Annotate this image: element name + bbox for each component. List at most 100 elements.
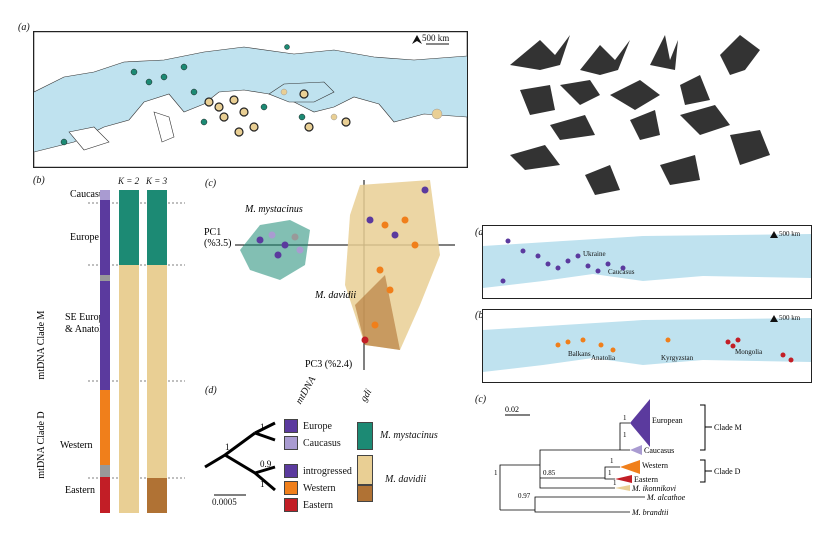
species2-label: M. davidii — [314, 290, 356, 301]
swatch-eastern — [284, 498, 298, 512]
pca-points — [256, 186, 429, 344]
bat-icon — [680, 105, 730, 135]
tree-d-legend: Europe Caucasus introgressed Western Eas… — [284, 419, 352, 512]
bat-silhouettes — [510, 35, 770, 195]
swatch-western — [284, 481, 298, 495]
swatch-caucasus — [284, 436, 298, 450]
row-caucasus: Caucasus — [70, 189, 108, 200]
tree-c-support-3: 1 — [610, 457, 614, 465]
small-map-b-label-kyrgyzstan: Kyrgyzstan — [661, 354, 694, 362]
row-eastern: Eastern — [65, 485, 95, 496]
tree-c-tip-caucasus: Caucasus — [644, 446, 674, 455]
tree-c-clade-d: Clade D — [714, 467, 741, 476]
small-panel-label-b: (b) — [475, 310, 487, 321]
pc3-label: PC3 (%2.4) — [305, 359, 352, 370]
tree-c-support-1: 1 — [623, 414, 627, 422]
tree-d-support-2: 0.9 — [260, 459, 272, 469]
row-europe: Europe — [70, 232, 99, 243]
pc1-label: PC1 — [204, 227, 221, 238]
north-arrow-icon — [770, 315, 778, 322]
species1-label: M. mystacinus — [244, 204, 303, 215]
small-panel-label-a: (a) — [475, 227, 487, 238]
tree-c-support-4: 1 — [608, 469, 612, 477]
structure-plot: mtDNA Clade M mtDNA Clade D Caucasus Eur… — [36, 189, 185, 513]
tree-c-tip-western: Western — [642, 461, 668, 470]
small-map-b-scale: 500 km — [779, 314, 801, 322]
bat-icon — [510, 145, 560, 170]
bat-icon — [580, 40, 630, 75]
pc1-pct: (%3.5) — [204, 238, 232, 249]
small-map-a-label-caucasus: Caucasus — [608, 268, 635, 276]
tree-d-header-gdi: gdi — [358, 387, 375, 404]
panel-label-d: (d) — [205, 385, 217, 396]
bat-icon — [720, 35, 760, 75]
bat-icon — [680, 75, 710, 105]
main-map-scale: 500 km — [422, 33, 450, 43]
swatch-introgressed — [284, 464, 298, 478]
clade-d-label: mtDNA Clade D — [36, 411, 47, 478]
row-anatolia: & Anatolia — [65, 324, 110, 335]
tree-c-tip-eastern: Eastern — [634, 475, 658, 484]
legend-western: Western — [303, 482, 336, 494]
small-panel-label-c: (c) — [475, 394, 487, 405]
panel-label-b: (b) — [33, 175, 45, 186]
legend-europe: Europe — [303, 420, 332, 432]
panel-label-c: (c) — [205, 178, 217, 189]
gdi-swatch-mystacinus — [357, 422, 373, 450]
tree-c-support-7: 0.97 — [518, 492, 531, 500]
small-map-b: Balkans Anatolia Kyrgyzstan Mongolia 500… — [482, 309, 812, 383]
tree-c-support-2: 1 — [623, 431, 627, 439]
bat-icon — [660, 155, 700, 185]
gdi-swatch-davidii — [357, 455, 373, 485]
small-map-b-label-balkans: Balkans — [568, 350, 591, 358]
small-map-b-label-mongolia: Mongolia — [735, 348, 763, 356]
k3-label: K = 3 — [146, 176, 168, 186]
small-map-b-label-anatolia: Anatolia — [591, 354, 616, 362]
legend-eastern: Eastern — [303, 499, 333, 511]
tree-d: 1 1 0.9 1 — [204, 421, 276, 496]
tree-d-support-root: 1 — [225, 442, 230, 452]
bat-icon — [550, 115, 595, 140]
tree-c-tip-ikonnikovi: M. ikonnikovi — [631, 484, 676, 493]
panel-label-a: (a) — [18, 22, 30, 33]
tree-c-tip-european: European — [652, 416, 683, 425]
bat-icon — [650, 35, 678, 70]
tree-c-support-5: 0.85 — [543, 469, 556, 477]
tree-c-clade-m: Clade M — [714, 423, 742, 432]
tree-c-tip-alcathoe: M. alcathoe — [646, 493, 686, 502]
swatch-europe — [284, 419, 298, 433]
small-map-a: Ukraine Caucasus 500 km — [482, 225, 812, 299]
pca-plot: PC1 (%3.5) M. mystacinus M. davidii PC3 … — [204, 180, 455, 370]
bat-icon — [585, 165, 620, 195]
tree-d-support-1: 1 — [260, 422, 265, 432]
north-arrow-icon — [412, 35, 422, 44]
tree-c-support-root: 1 — [494, 469, 498, 477]
gdi-species-davidii: M. davidii — [385, 474, 427, 485]
small-map-a-svg — [483, 226, 811, 298]
tree-d-header-mt: mtDNA — [293, 374, 319, 407]
small-map-b-svg — [483, 310, 811, 382]
bat-icon — [510, 35, 570, 70]
tree-d-support-3: 1 — [260, 479, 265, 489]
bat-icon — [560, 80, 600, 105]
bat-icon — [520, 85, 555, 115]
gdi-species-mystacinus: M. mystacinus — [380, 430, 438, 441]
row-western: Western — [60, 440, 93, 451]
clade-m-label: mtDNA Clade M — [36, 310, 47, 379]
tree-c-scale: 0.02 — [505, 405, 519, 414]
legend-introgressed: introgressed — [303, 465, 352, 477]
row-se-europe: SE Europe — [65, 312, 109, 323]
main-map-svg — [34, 32, 467, 167]
tree-d-scale: 0.0005 — [212, 497, 237, 507]
tree-c: 0.02 European Caucasus Western Eastern M… — [494, 399, 742, 517]
gdi-swatch-davidii-east — [357, 485, 373, 502]
small-map-a-label-ukraine: Ukraine — [583, 250, 606, 258]
tree-c-tip-brandtii: M. brandtii — [631, 508, 668, 517]
north-arrow-icon — [770, 231, 778, 238]
tree-c-support-6: 1 — [613, 479, 617, 487]
bat-icon — [730, 130, 770, 165]
legend-caucasus: Caucasus — [303, 437, 341, 449]
map-points — [60, 44, 443, 146]
main-map — [33, 31, 468, 168]
bat-icon — [630, 110, 660, 140]
